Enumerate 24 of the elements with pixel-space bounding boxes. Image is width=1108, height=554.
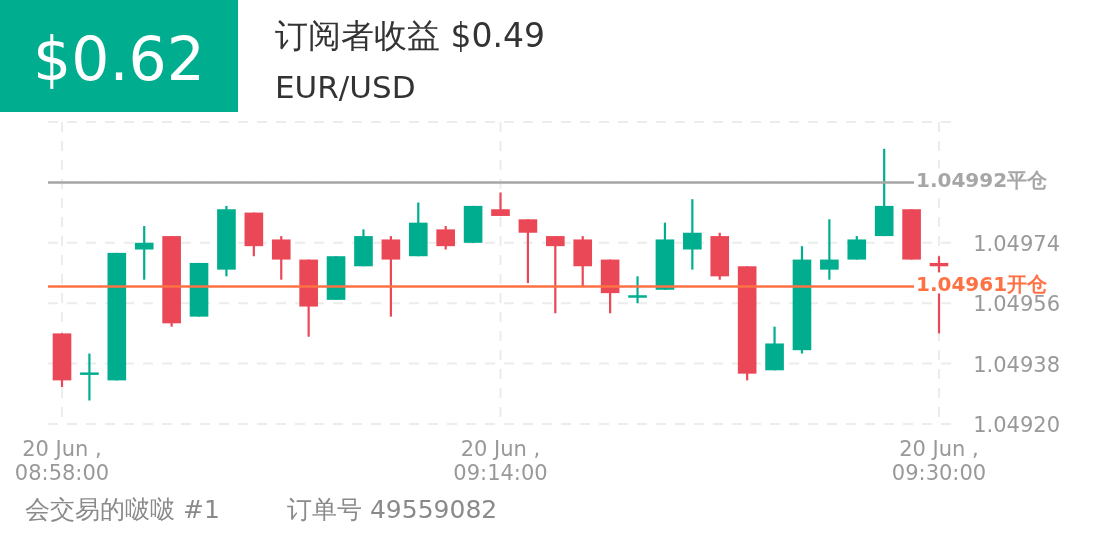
x-tick-label: 20 Jun ,08:58:00 — [14, 437, 110, 485]
candlestick — [820, 218, 839, 281]
candlestick — [491, 191, 510, 218]
x-tick-label: 20 Jun ,09:14:00 — [453, 437, 548, 485]
y-tick-label: 1.04920 — [973, 413, 1060, 437]
y-tick-label: 1.04938 — [973, 352, 1060, 377]
candlestick — [271, 234, 291, 281]
text: 订单号 49559082 — [287, 495, 498, 524]
chart-subtitle: EUR/USD — [275, 69, 416, 105]
candlestick — [518, 218, 538, 285]
candlestick — [847, 234, 867, 261]
text: $0.62 — [33, 24, 205, 94]
candlestick — [683, 198, 702, 271]
candlestick — [436, 224, 456, 251]
candlestick — [134, 224, 154, 281]
y-tick-label: 1.04974 — [973, 231, 1060, 256]
text: 会交易的啵啵 #1 — [25, 495, 220, 524]
candlestick — [628, 275, 647, 305]
candlestick — [545, 234, 565, 315]
candlestick — [381, 234, 401, 318]
ref-line-label: 1.04992平仓 — [916, 168, 1049, 193]
x-tick-label: 20 Jun ,09:30:00 — [891, 437, 987, 485]
candlestick — [80, 352, 99, 402]
chart-title: 订阅者收益 $0.49 — [275, 16, 545, 55]
